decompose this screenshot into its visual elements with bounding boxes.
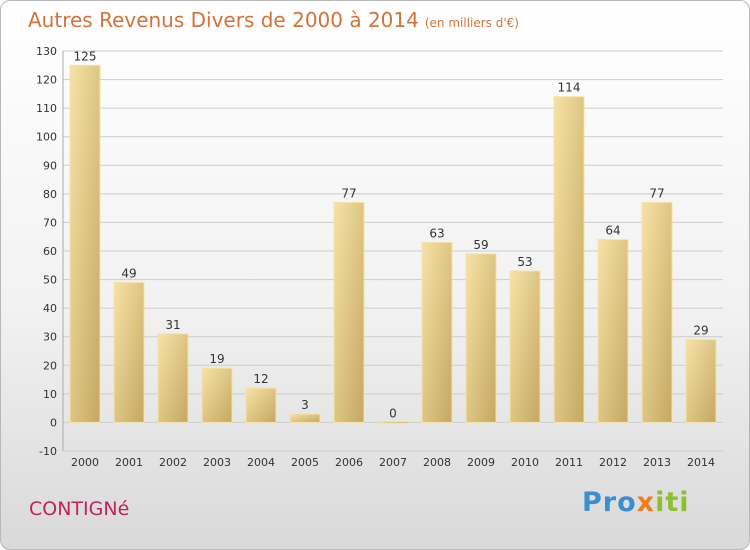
bar-2010 bbox=[509, 270, 541, 423]
x-tick-label-2004: 2004 bbox=[247, 456, 275, 469]
proxiti-logo: Proxiti bbox=[582, 487, 690, 518]
y-tick-label: 40 bbox=[43, 302, 57, 315]
bar-2001 bbox=[113, 281, 145, 423]
y-tick-label: 70 bbox=[43, 216, 57, 229]
value-label-2008: 63 bbox=[429, 226, 444, 240]
y-tick-label: 110 bbox=[36, 102, 57, 115]
value-label-2005: 3 bbox=[301, 398, 309, 412]
chart-subtitle: (en milliers d'€) bbox=[424, 16, 519, 30]
x-tick-label-2005: 2005 bbox=[291, 456, 319, 469]
x-tick-label-2013: 2013 bbox=[643, 456, 671, 469]
x-tick-label-2009: 2009 bbox=[467, 456, 495, 469]
value-label-2006: 77 bbox=[341, 186, 356, 200]
y-tick-label: 0 bbox=[50, 416, 57, 429]
x-axis-ticks: 2000 2001 2002 2003 2004 2005 2006 2007 2008 2009… bbox=[71, 456, 715, 469]
y-tick-label: 100 bbox=[36, 131, 57, 144]
bar-2007 bbox=[377, 420, 409, 424]
bar-2000 bbox=[69, 64, 101, 423]
y-tick-label: 10 bbox=[43, 388, 57, 401]
y-tick-label: 50 bbox=[43, 274, 57, 287]
x-tick-label-2002: 2002 bbox=[159, 456, 187, 469]
value-label-2007: 0 bbox=[389, 406, 397, 420]
x-tick-label-2006: 2006 bbox=[335, 456, 363, 469]
x-tick-label-2014: 2014 bbox=[687, 456, 715, 469]
y-tick-label: 20 bbox=[43, 359, 57, 372]
y-tick-label: 80 bbox=[43, 188, 57, 201]
value-label-2004: 12 bbox=[253, 372, 268, 386]
x-tick-label-2001: 2001 bbox=[115, 456, 143, 469]
y-tick-label: -10 bbox=[39, 445, 57, 458]
value-label-2012: 64 bbox=[605, 224, 620, 238]
y-tick-label: 60 bbox=[43, 245, 57, 258]
value-label-2010: 53 bbox=[517, 255, 532, 269]
bar-2002 bbox=[157, 333, 189, 423]
value-label-2000: 125 bbox=[74, 49, 97, 63]
bar-2009 bbox=[465, 253, 497, 423]
value-labels: 125 49 31 19 12 3 77 0 63 59 53 114 64 77 29 bbox=[74, 49, 709, 420]
value-label-2002: 31 bbox=[165, 318, 180, 332]
value-label-2013: 77 bbox=[649, 186, 664, 200]
bar-2012 bbox=[597, 239, 629, 423]
value-label-2014: 29 bbox=[693, 324, 708, 338]
bar-2004 bbox=[245, 387, 277, 423]
bars bbox=[69, 64, 717, 424]
y-axis-ticks: -10 0 10 20 30 40 50 60 70 80 90 100 110 120 130 bbox=[36, 45, 57, 458]
value-label-2009: 59 bbox=[473, 238, 488, 252]
y-tick-label: 120 bbox=[36, 74, 57, 87]
y-tick-label: 90 bbox=[43, 159, 57, 172]
bar-2008 bbox=[421, 241, 453, 423]
y-tick-label: 30 bbox=[43, 331, 57, 344]
bar-2003 bbox=[201, 367, 233, 423]
y-tick-label: 130 bbox=[36, 45, 57, 58]
bar-2005 bbox=[289, 413, 321, 423]
bar-2006 bbox=[333, 201, 365, 423]
x-tick-label-2011: 2011 bbox=[555, 456, 583, 469]
value-label-2003: 19 bbox=[209, 352, 224, 366]
value-label-2011: 114 bbox=[558, 81, 581, 95]
x-tick-label-2008: 2008 bbox=[423, 456, 451, 469]
x-tick-label-2000: 2000 bbox=[71, 456, 99, 469]
bar-2013 bbox=[641, 201, 673, 423]
bar-2014 bbox=[685, 339, 717, 423]
x-tick-label-2003: 2003 bbox=[203, 456, 231, 469]
chart-title: Autres Revenus Divers de 2000 à 2014 (en … bbox=[28, 8, 519, 32]
x-tick-label-2007: 2007 bbox=[379, 456, 407, 469]
bar-2011 bbox=[553, 96, 585, 423]
x-tick-label-2010: 2010 bbox=[511, 456, 539, 469]
commune-name: CONTIGNé bbox=[29, 498, 130, 520]
x-tick-label-2012: 2012 bbox=[599, 456, 627, 469]
value-label-2001: 49 bbox=[121, 266, 136, 280]
chart-title-text: Autres Revenus Divers de 2000 à 2014 bbox=[28, 8, 419, 32]
